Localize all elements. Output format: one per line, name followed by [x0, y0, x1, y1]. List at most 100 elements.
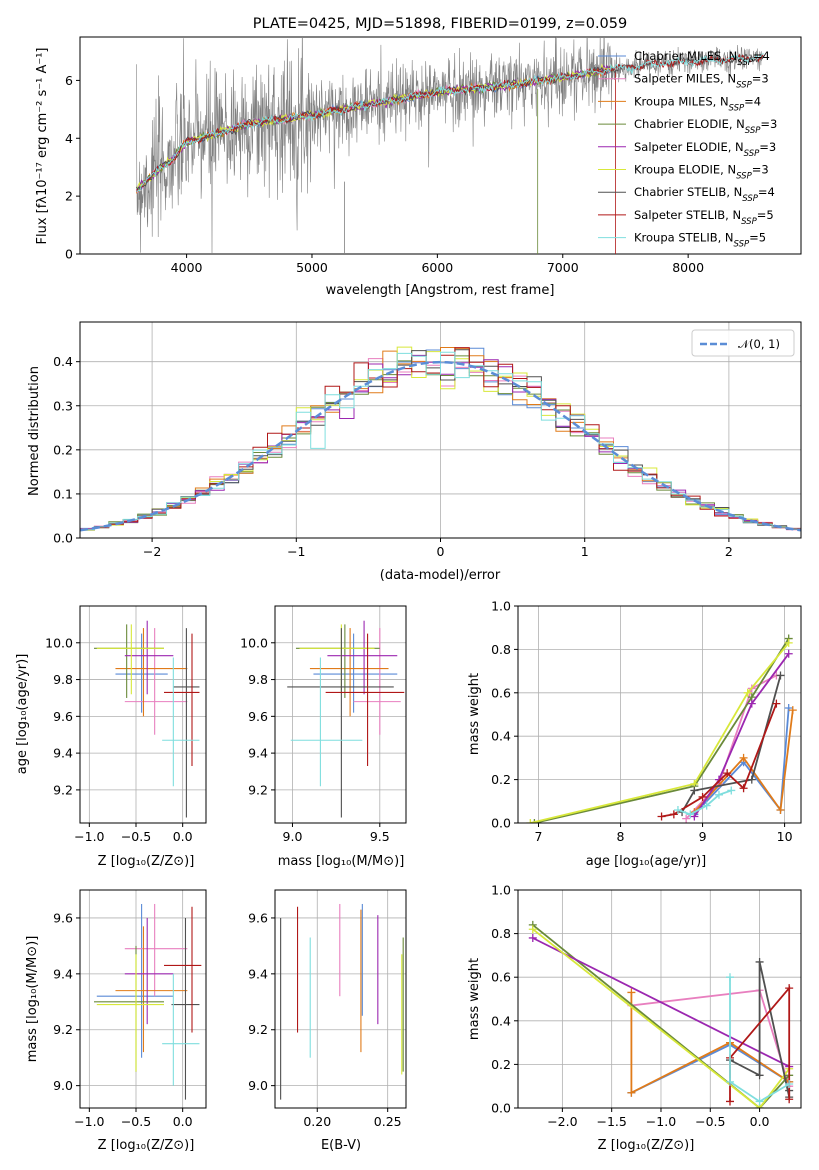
y-tick-label: 9.6	[53, 910, 73, 925]
x-tick-label: 5000	[296, 260, 328, 275]
model-line-salpeter_stelib	[135, 53, 764, 193]
y-tick-label: 9.6	[53, 709, 73, 724]
hist-xlabel: (data-model)/error	[380, 568, 501, 583]
x-tick-label: −1.0	[74, 829, 104, 844]
mass-weight-line-salpeter_elodie	[532, 937, 790, 1068]
mass-weight-marker-salpeter_stelib	[785, 1095, 794, 1104]
legend-label-kroupa_stelib: Kroupa STELIB, NSSP=5	[634, 231, 766, 250]
x-tick-label: 7	[535, 829, 543, 844]
plot-area	[80, 346, 801, 532]
mass-weight-marker-salpeter_stelib	[726, 1097, 735, 1106]
x-tick-label: 9.0	[283, 829, 303, 844]
axes-frame	[79, 36, 802, 255]
figure-title: PLATE=0425, MJD=51898, FIBERID=0199, z=0…	[253, 16, 627, 32]
spectrum-panel: PLATE=0425, MJD=51898, FIBERID=0199, z=0…	[35, 16, 802, 298]
x-tick-label: 0.20	[303, 1114, 331, 1129]
age-vs-mass-panel: 9.0 9.5 9.2 9.4 9.6 9.8 10.0 mass [log₁₀(M/M⊙)…	[240, 605, 407, 869]
axes-frame	[517, 605, 802, 824]
mass-weight-marker-kroupa_miles	[788, 706, 797, 715]
mass-weight-marker-chabrier_stelib	[776, 671, 785, 680]
mass-weight-marker-chabrier_miles	[784, 703, 793, 712]
mass-weight-marker-kroupa_stelib	[714, 790, 723, 799]
mass-weight-marker-kroupa_miles	[627, 988, 636, 997]
y-tick-label: 9.0	[248, 1078, 268, 1093]
mwZ-xlabel: Z [log₁₀(Z/Z⊙)]	[598, 1138, 695, 1153]
y-tick-label: 1.0	[491, 883, 511, 898]
y-tick-label: 6	[65, 73, 73, 88]
legend-label-chabrier_elodie: Chabrier ELODIE, NSSP=3	[634, 117, 777, 136]
y-tick-label: 9.4	[53, 966, 73, 981]
mass-weight-marker-kroupa_stelib	[726, 973, 735, 982]
mwAge-xlabel: age [log₁₀(age/yr)]	[586, 854, 707, 869]
y-tick-label: 0	[65, 247, 73, 262]
mass-weight-line-salpeter_miles	[685, 674, 777, 820]
mass-weight-marker-chabrier_stelib	[755, 957, 764, 966]
y-tick-label: 0.6	[491, 685, 511, 700]
x-tick-label: 4000	[171, 260, 203, 275]
y-tick-label: 9.6	[248, 709, 268, 724]
massweight-vs-age-panel: 7 8 9 10 0.0 0.2 0.4 0.6 0.8 1.0 age [log₁₀(age/y…	[467, 599, 802, 869]
mass-weight-marker-kroupa_stelib	[726, 1077, 735, 1086]
plot-area	[526, 634, 797, 823]
y-tick-label: 9.2	[248, 782, 268, 797]
mwAge-ylabel: mass weight	[467, 673, 482, 755]
mass-weight-marker-salpeter_elodie	[747, 699, 756, 708]
x-tick-label: −2.0	[547, 1114, 577, 1129]
y-tick-label: 0.6	[491, 970, 511, 985]
y-tick-label: 0.2	[491, 1057, 511, 1072]
model-line-kroupa_stelib	[136, 52, 764, 193]
age-vs-Z-panel: −1.0 −0.5 0.0 9.2 9.4 9.6 9.8 10.0 Z [log₁₀(Z/Z…	[15, 605, 207, 869]
mass-vs-Z-panel: −1.0 −0.5 0.09.09.29.49.6 Z [log₁₀(Z/Z⊙)] …	[25, 889, 207, 1153]
mass-weight-marker-kroupa_miles	[627, 1088, 636, 1097]
x-tick-label: −1.0	[74, 1114, 104, 1129]
y-tick-label: 9.4	[248, 966, 268, 981]
y-tick-label: 4	[65, 131, 73, 146]
y-tick-label: 0.4	[491, 1013, 511, 1028]
mass-weight-line-chabrier_elodie	[534, 638, 790, 823]
normal-curve	[80, 360, 801, 532]
ageMass-xlabel: mass [log₁₀(M/M⊙)]	[278, 854, 405, 869]
plot-area	[94, 620, 200, 818]
mass-weight-marker-chabrier_stelib	[747, 775, 756, 784]
massZ-ylabel: mass [log₁₀(M/M⊙)]	[25, 936, 40, 1063]
mass-weight-marker-kroupa_stelib	[755, 1097, 764, 1106]
y-tick-label: 9.4	[53, 746, 73, 761]
y-tick-label: 0.0	[491, 816, 511, 831]
legend-label-kroupa_miles: Kroupa MILES, NSSP=4	[634, 94, 761, 113]
y-tick-label: 9.6	[248, 910, 268, 925]
mass-weight-marker-salpeter_stelib	[669, 810, 678, 819]
mass-weight-line-kroupa_elodie	[530, 642, 790, 823]
y-tick-label: 0.1	[53, 486, 73, 501]
mass-weight-marker-salpeter_stelib	[739, 784, 748, 793]
mass-weight-marker-kroupa_elodie	[784, 638, 793, 647]
x-tick-label: 6000	[421, 260, 453, 275]
massZ-xlabel: Z [log₁₀(Z/Z⊙)]	[98, 1138, 195, 1153]
mass-weight-line-chabrier_elodie	[532, 924, 790, 1108]
y-tick-label: 10.0	[45, 635, 73, 650]
mass-weight-marker-salpeter_stelib	[698, 792, 707, 801]
mass-weight-marker-kroupa_stelib	[785, 1080, 794, 1089]
legend-label-kroupa_elodie: Kroupa ELODIE, NSSP=3	[634, 163, 769, 182]
y-tick-label: 9.8	[53, 672, 73, 687]
model-line-salpeter_elodie	[136, 64, 614, 191]
plot-area	[528, 920, 794, 1108]
y-tick-label: 9.8	[248, 672, 268, 687]
plot-area	[280, 903, 404, 1100]
x-tick-label: 0.0	[750, 1114, 770, 1129]
mass-weight-marker-kroupa_stelib	[686, 810, 695, 819]
y-tick-label: 0.0	[53, 531, 73, 546]
y-tick-label: 9.0	[53, 1078, 73, 1093]
mass-weight-marker-kroupa_elodie	[743, 688, 752, 697]
x-tick-label: 9.5	[370, 829, 390, 844]
spectrum-legend: Chabrier MILES, NSSP=4 Salpeter MILES, NS…	[598, 49, 777, 250]
x-tick-label: −1	[287, 544, 305, 559]
mass-weight-marker-kroupa_stelib	[673, 805, 682, 814]
hist-legend-label: 𝒩(0, 1)	[738, 337, 780, 351]
mass-weight-line-kroupa_stelib	[729, 977, 790, 1103]
mass-vs-EBV-panel: 0.20 0.25 9.0 9.2 9.4 9.6 E(B-V)	[248, 889, 407, 1153]
mass-weight-line-kroupa_elodie	[532, 928, 790, 1108]
mass-weight-line-salpeter_elodie	[693, 653, 790, 817]
legend-label-chabrier_miles: Chabrier MILES, NSSP=4	[634, 49, 770, 68]
x-tick-label: 0	[437, 544, 445, 559]
